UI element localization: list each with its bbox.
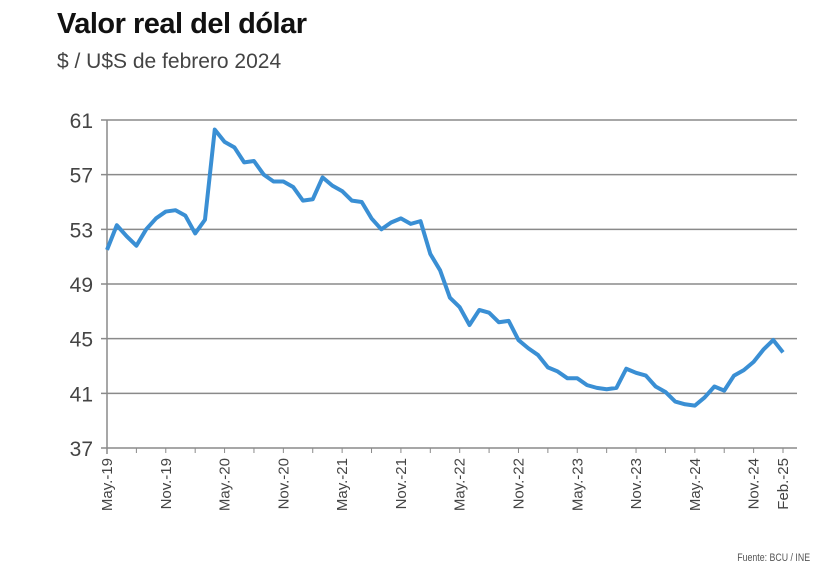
- y-tick-label: 45: [70, 329, 93, 352]
- x-tick-label: May.-20: [217, 458, 234, 511]
- y-tick-label: 49: [70, 274, 93, 297]
- x-tick-label: Nov.-23: [628, 458, 645, 509]
- x-tick-label: Nov.-24: [746, 458, 763, 509]
- series-line: [105, 127, 785, 408]
- chart-subtitle: $ / U$S de febrero 2024: [57, 50, 282, 73]
- x-tick-label: Nov.-22: [510, 458, 527, 509]
- x-tick-label: May.-23: [569, 458, 586, 511]
- x-tick-label: May.-21: [334, 458, 351, 511]
- y-tick-label: 61: [70, 110, 93, 133]
- x-tick-label: May.-24: [687, 458, 704, 511]
- x-tick-label: Nov.-21: [393, 458, 410, 509]
- x-tick-label: May.-19: [99, 458, 116, 511]
- y-tick-label: 41: [70, 383, 93, 406]
- chart-source: Fuente: BCU / INE: [737, 552, 810, 564]
- chart-title: Valor real del dólar: [57, 8, 307, 40]
- y-tick-label: 37: [70, 438, 93, 461]
- x-tick-label: Nov.-20: [275, 458, 292, 509]
- x-tick-label: Nov.-19: [158, 458, 175, 509]
- x-tick-label: Feb.-25: [775, 458, 792, 510]
- x-tick-label: May.-22: [452, 458, 469, 511]
- y-tick-label: 57: [70, 165, 93, 188]
- y-tick-label: 53: [70, 219, 93, 242]
